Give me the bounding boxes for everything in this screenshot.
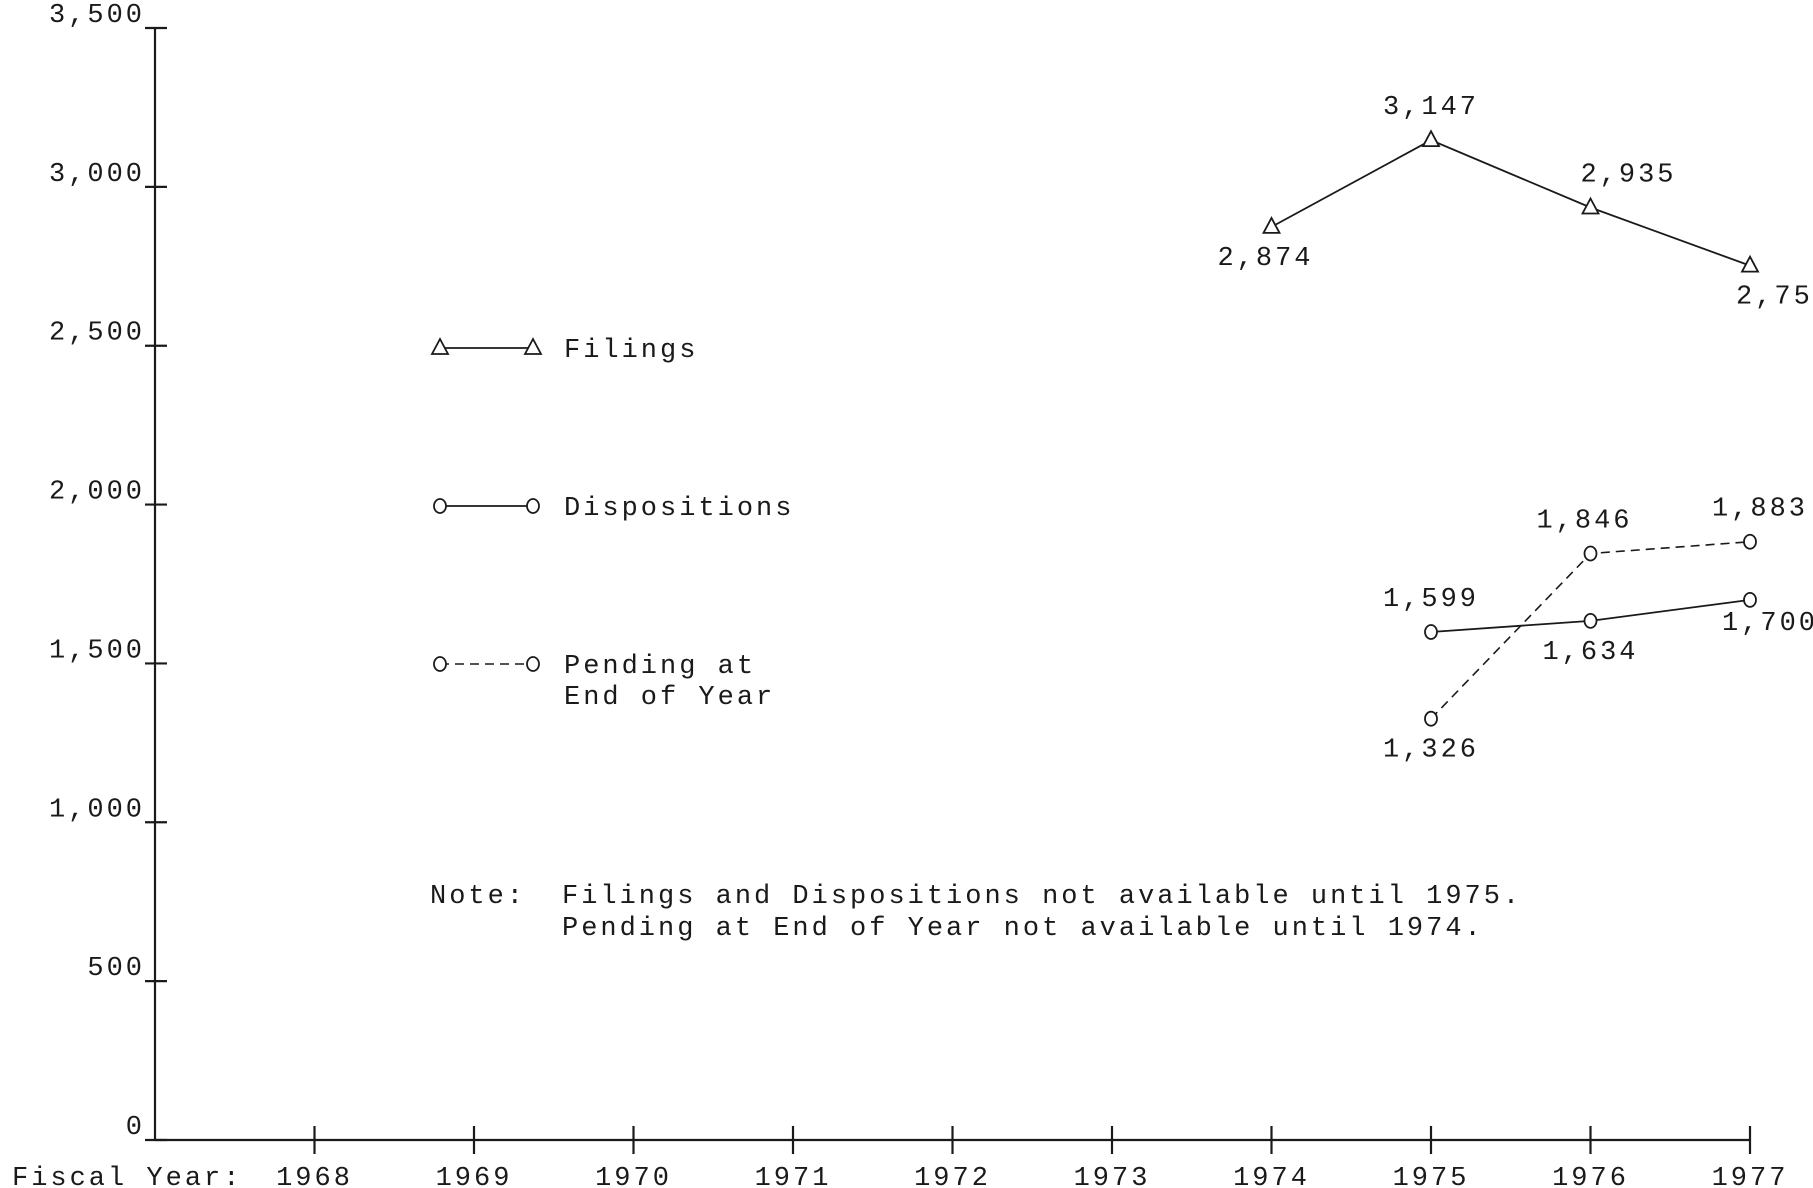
data-label: 1,846 (1536, 506, 1632, 536)
data-label: 1,326 (1383, 736, 1479, 766)
y-tick-label: 2,000 (49, 478, 145, 508)
legend-label: Dispositions (564, 494, 794, 524)
data-label: 1,599 (1383, 585, 1479, 615)
data-label: 2,874 (1217, 244, 1313, 274)
series-line (1430, 540, 1751, 720)
note-line-1: Filings and Dispositions not available u… (562, 882, 1522, 912)
data-point-circle (1583, 545, 1598, 562)
legend-entry: Filings (430, 336, 698, 366)
data-point-circle (1424, 710, 1438, 727)
legend-marker (523, 337, 543, 355)
legend-marker (433, 656, 447, 672)
legend-marker (526, 498, 540, 514)
y-tick-label: 2,500 (49, 319, 145, 349)
data-point-circle (1743, 533, 1757, 550)
legend-marker (430, 337, 450, 355)
series-pending-at-end-of-year: 1,326 1,846 1,883 (1383, 495, 1808, 766)
x-tick-label: 1973 (1074, 1164, 1151, 1188)
legend-label: Filings (564, 336, 698, 366)
legend-marker (526, 656, 540, 672)
x-tick-label: 1975 (1393, 1164, 1470, 1188)
y-tick-label: 0 (126, 1113, 145, 1143)
x-tick-label: 1972 (914, 1164, 991, 1188)
data-label: 3,147 (1383, 93, 1479, 123)
legend-entry: Dispositions (433, 494, 794, 524)
series-line (1271, 139, 1751, 267)
series-dispositions: 1,599 1,634 1,700 (1383, 585, 1813, 668)
series-filings: 2,874 3,147 2,935 2,752 (1217, 93, 1813, 312)
data-label: 2,935 (1580, 161, 1676, 191)
axes: 0 500 1,000 1,500 2,000 2,500 3,000 3,500 Fiscal… (12, 1, 1789, 1188)
x-tick-label: 1974 (1233, 1164, 1310, 1188)
data-label: 1,700 (1722, 609, 1813, 639)
legend-label: End of Year (564, 683, 775, 713)
x-tick-label: 1968 (276, 1164, 353, 1188)
y-tick-label: 500 (87, 954, 145, 984)
data-point-circle (1424, 624, 1438, 640)
y-tick-label: 3,000 (49, 160, 145, 190)
data-point-triangle (1262, 215, 1281, 234)
chart-note: Note: Filings and Dispositions not avail… (430, 882, 1522, 944)
data-point-circle (1743, 591, 1757, 608)
x-tick-label: 1970 (595, 1164, 672, 1188)
data-point-triangle (1740, 254, 1760, 273)
y-tick-label: 1,000 (49, 795, 145, 825)
y-tick-label: 1,500 (49, 636, 145, 666)
x-tick-label: 1977 (1712, 1164, 1789, 1188)
data-point-triangle (1581, 196, 1600, 215)
series-layer: 2,8743,1472,9352,7521,5991,6341,7001,326… (1217, 93, 1813, 766)
note-line-2: Pending at End of Year not available unt… (562, 914, 1484, 944)
data-point-circle (1583, 612, 1598, 629)
note-label: Note: (430, 882, 526, 912)
legend-marker (433, 498, 447, 514)
data-label: 1,883 (1712, 495, 1808, 525)
x-tick-label: 1969 (436, 1164, 513, 1188)
legend-label: Pending at (564, 652, 756, 682)
data-point-triangle (1421, 129, 1441, 148)
x-axis-title: Fiscal Year: (12, 1164, 242, 1188)
y-tick-label: 3,500 (49, 1, 145, 31)
x-tick-label: 1976 (1552, 1164, 1629, 1188)
x-tick-label: 1971 (755, 1164, 832, 1188)
data-label: 2,752 (1736, 283, 1813, 313)
data-label: 1,634 (1542, 638, 1638, 668)
